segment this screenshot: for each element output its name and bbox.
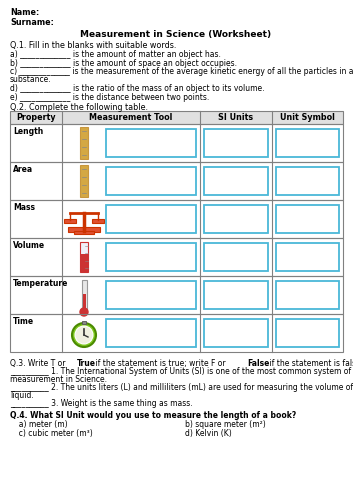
Bar [276,129,339,157]
Text: __________ 1. The International System of Units (SI) is one of the most common s: __________ 1. The International System o… [10,367,351,376]
Bar [10,111,343,124]
Text: Volume: Volume [13,241,45,250]
Bar [276,243,339,271]
Bar [80,127,88,159]
Text: True: True [77,359,96,368]
Text: __________ 3. Weight is the same thing as mass.: __________ 3. Weight is the same thing a… [10,399,193,408]
Text: Area: Area [13,165,33,174]
Text: Measurement in Science (Worksheet): Measurement in Science (Worksheet) [80,30,271,39]
Text: c) _____________ is the measurement of the average kinetic energy of all the par: c) _____________ is the measurement of t… [10,67,353,76]
Bar [10,276,343,314]
Text: d) Kelvin (K): d) Kelvin (K) [185,429,232,438]
Text: if the statement is false.: if the statement is false. [267,359,353,368]
Bar [80,242,88,272]
Text: Name:: Name: [10,8,39,17]
Bar [276,167,339,195]
Text: a) _____________ is the amount of matter an object has.: a) _____________ is the amount of matter… [10,50,221,59]
Bar [106,129,196,157]
Bar [10,162,343,200]
Text: SI Units: SI Units [219,113,253,122]
Bar [106,167,196,195]
Text: if the statement is true; write F or: if the statement is true; write F or [93,359,228,368]
Bar [106,281,196,309]
Text: Q.1. Fill in the blanks with suitable words.: Q.1. Fill in the blanks with suitable wo… [10,41,176,50]
Bar [204,243,268,271]
Bar [92,219,104,223]
Bar [64,219,76,223]
Text: Q.3. Write T or: Q.3. Write T or [10,359,68,368]
Text: e) _____________ is the distance between two points.: e) _____________ is the distance between… [10,92,209,102]
Bar [83,294,85,310]
Text: Measurement Tool: Measurement Tool [89,113,173,122]
Text: Q.2. Complete the following table.: Q.2. Complete the following table. [10,103,148,112]
Text: a) meter (m): a) meter (m) [14,420,68,429]
Bar [204,281,268,309]
Text: Property: Property [16,113,56,122]
Bar [204,205,268,233]
Text: c) cubic meter (m³): c) cubic meter (m³) [14,429,93,438]
Text: False: False [247,359,269,368]
Circle shape [80,308,88,316]
Text: substance.: substance. [10,76,52,84]
Bar [82,280,86,310]
Bar [276,319,339,347]
Bar [204,167,268,195]
Bar [106,205,196,233]
Text: Length: Length [13,127,43,136]
Bar [68,227,100,232]
Text: b) square meter (m²): b) square meter (m²) [185,420,266,429]
Bar [10,238,343,276]
Text: liquid.: liquid. [10,391,34,400]
Bar [82,321,86,324]
Bar [204,319,268,347]
Bar [276,281,339,309]
Text: Surname:: Surname: [10,18,54,27]
Text: __________ 2. The units liters (L) and milliliters (mL) are used for measuring t: __________ 2. The units liters (L) and m… [10,383,353,392]
Bar [106,243,196,271]
Bar [10,200,343,238]
Text: Temperature: Temperature [13,279,68,288]
Bar [106,319,196,347]
Text: Q.4. What SI Unit would you use to measure the length of a book?: Q.4. What SI Unit would you use to measu… [10,411,296,420]
Bar [276,205,339,233]
Text: d) _____________ is the ratio of the mass of an object to its volume.: d) _____________ is the ratio of the mas… [10,84,264,93]
Circle shape [72,323,96,347]
Bar [74,231,94,234]
Bar [80,165,88,197]
Text: Unit Symbol: Unit Symbol [280,113,335,122]
Bar [204,129,268,157]
Text: b) _____________ is the amount of space an object occupies.: b) _____________ is the amount of space … [10,58,237,68]
Text: measurement in Science.: measurement in Science. [10,375,107,384]
Bar [80,254,88,272]
Circle shape [75,326,93,344]
Bar [10,314,343,352]
Text: Mass: Mass [13,203,35,212]
Text: Time: Time [13,317,34,326]
Bar [10,124,343,162]
